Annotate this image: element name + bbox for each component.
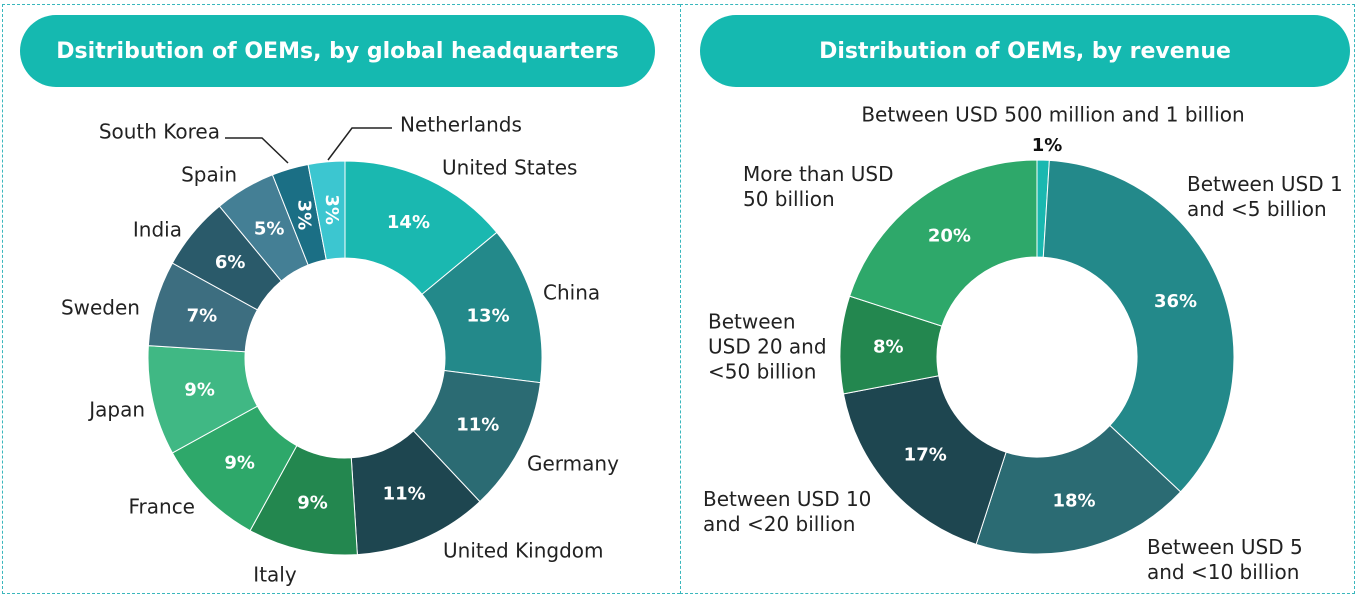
category-label: China bbox=[543, 280, 601, 305]
value-label: 9% bbox=[297, 492, 328, 513]
category-label: United States bbox=[442, 155, 578, 180]
category-label: Between USD 20 and <50 billion bbox=[708, 309, 827, 384]
donut-slice bbox=[975, 424, 1182, 555]
donut-slice bbox=[842, 375, 1007, 545]
value-label: 14% bbox=[387, 212, 430, 233]
value-label: 7% bbox=[187, 305, 218, 326]
value-label: 17% bbox=[904, 445, 947, 466]
category-label: Germany bbox=[527, 451, 619, 476]
category-label: India bbox=[132, 217, 182, 242]
category-label: Spain bbox=[181, 162, 237, 187]
value-label: 18% bbox=[1053, 490, 1096, 511]
value-label: 8% bbox=[873, 337, 904, 358]
value-label: 20% bbox=[928, 225, 971, 246]
category-label: Sweden bbox=[60, 295, 140, 320]
value-label: 3% bbox=[321, 194, 342, 225]
value-label: 9% bbox=[224, 452, 255, 473]
category-label: France bbox=[128, 494, 195, 519]
category-label: Japan bbox=[89, 397, 145, 422]
category-label: Between USD 1 and <5 billion bbox=[1187, 172, 1343, 221]
value-label: 11% bbox=[456, 415, 499, 436]
category-label: United Kingdom bbox=[443, 538, 604, 563]
donut-slice bbox=[1042, 159, 1235, 493]
value-label: 36% bbox=[1154, 291, 1197, 312]
category-label: Between USD 5 and <10 billion bbox=[1147, 535, 1303, 584]
leader-line bbox=[327, 127, 392, 161]
panel bbox=[2, 4, 680, 594]
value-label: 1% bbox=[1032, 135, 1063, 156]
value-label: 6% bbox=[215, 252, 246, 273]
category-label: Netherlands bbox=[400, 112, 522, 137]
category-label: South Korea bbox=[98, 119, 220, 144]
category-label: Between USD 500 million and 1 billion bbox=[861, 102, 1245, 127]
leader-line bbox=[225, 137, 289, 164]
value-label: 13% bbox=[467, 305, 510, 326]
value-label: 3% bbox=[293, 200, 314, 231]
panel bbox=[680, 4, 1355, 594]
donut-slice bbox=[849, 159, 1038, 327]
category-label: Italy bbox=[253, 562, 297, 587]
category-label: More than USD 50 billion bbox=[743, 162, 894, 211]
category-label: Between USD 10 and <20 billion bbox=[703, 487, 872, 536]
chart-title: Distribution of OEMs, by revenue bbox=[700, 15, 1350, 87]
chart-title: Dsitribution of OEMs, by global headquar… bbox=[20, 15, 655, 87]
value-label: 9% bbox=[184, 380, 215, 401]
value-label: 5% bbox=[254, 219, 285, 240]
donut-slice bbox=[307, 160, 346, 261]
value-label: 11% bbox=[383, 484, 426, 505]
